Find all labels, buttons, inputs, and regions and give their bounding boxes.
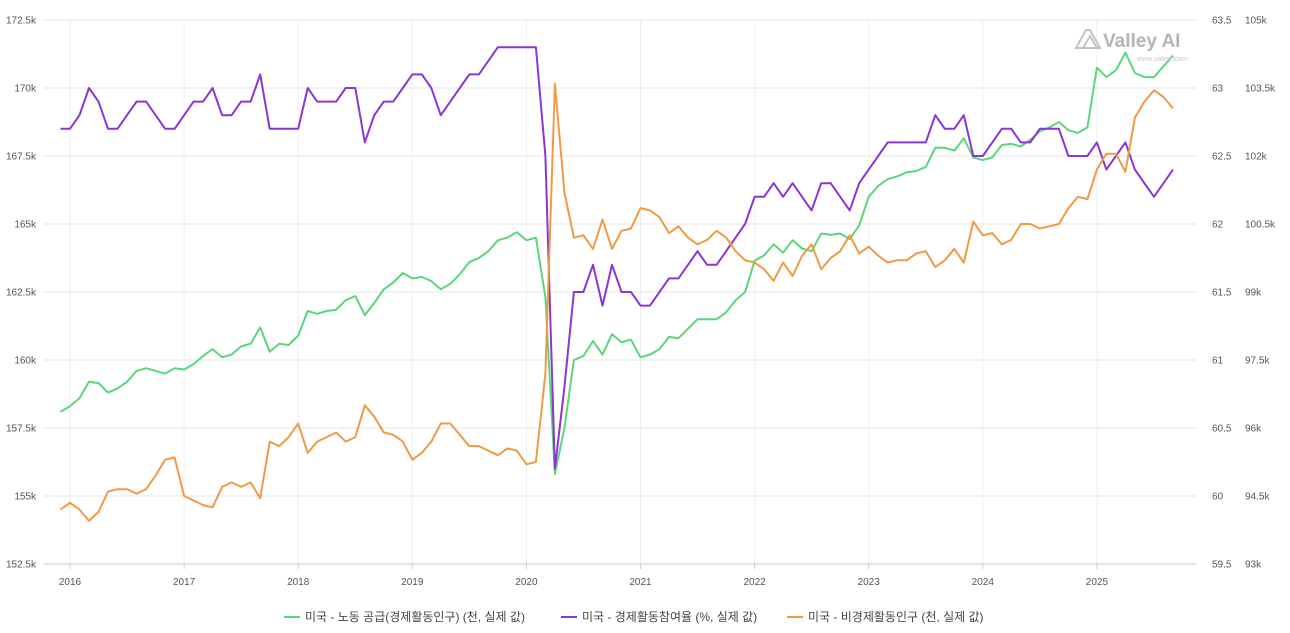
right1-tick-label: 63.5 <box>1212 16 1232 27</box>
x-tick-label: 2017 <box>173 577 196 588</box>
x-tick-label: 2024 <box>972 577 995 588</box>
x-tick-label: 2023 <box>858 577 881 588</box>
right1-tick-label: 59.5 <box>1212 560 1232 571</box>
series-line-1 <box>59 51 1174 476</box>
right1-tick-label: 63 <box>1212 84 1224 95</box>
left-tick-label: 157.5k <box>6 424 37 435</box>
right1-tick-label: 61 <box>1212 356 1224 367</box>
x-tick-label: 2019 <box>401 577 424 588</box>
series-lines <box>59 46 1174 522</box>
brand-url: www.valley.town <box>1136 56 1188 63</box>
left-axis-ticks: 152.5k 155k 157.5k 160k 162.5k 165k 167.5k 170k… <box>6 16 37 571</box>
legend-item-3[interactable]: 미국 - 비경제활동인구 (천, 실제 값) <box>787 609 984 624</box>
right-axis-not-in-labor-force-ticks: 93k 94.5k 96k 97.5k 99k 100.5k 102k 103.5k 105k <box>1245 16 1276 571</box>
valley-ai-logo-icon <box>1074 29 1102 49</box>
right2-tick-label: 93k <box>1245 560 1262 571</box>
legend-item-1[interactable]: 미국 - 노동 공급(경제활동인구) (천, 실제 값) <box>284 609 525 624</box>
legend-item-2[interactable]: 미국 - 경제활동참여율 (%, 실제 값) <box>561 610 757 624</box>
series-line-2 <box>60 46 1174 470</box>
legend-label: 미국 - 경제활동참여율 (%, 실제 값) <box>582 610 757 624</box>
series-line-3 <box>59 82 1174 522</box>
right1-tick-label: 62.5 <box>1212 152 1232 163</box>
x-tick-label: 2016 <box>59 577 82 588</box>
brand-name: Valley AI <box>1103 31 1180 52</box>
right2-tick-label: 102k <box>1245 152 1268 163</box>
legend-label: 미국 - 비경제활동인구 (천, 실제 값) <box>808 609 984 624</box>
x-tick-label: 2025 <box>1086 577 1109 588</box>
chart-grid <box>44 19 1196 569</box>
x-tick-label: 2021 <box>629 577 652 588</box>
left-tick-label: 162.5k <box>6 288 37 299</box>
x-tick-label: 2018 <box>287 577 310 588</box>
left-tick-label: 152.5k <box>6 560 37 571</box>
x-tick-label: 2022 <box>743 577 766 588</box>
right2-tick-label: 103.5k <box>1245 84 1276 95</box>
left-tick-label: 170k <box>14 84 37 95</box>
right-axis-participation-ticks: 59.5 60 60.5 61 61.5 62 62.5 63 63.5 <box>1212 16 1232 571</box>
right2-tick-label: 96k <box>1245 424 1262 435</box>
right2-tick-label: 100.5k <box>1245 220 1276 231</box>
left-tick-label: 167.5k <box>6 152 37 163</box>
x-axis-ticks: 2016 2017 2018 2019 2020 2021 2022 2023 2024 2025 <box>59 577 1109 588</box>
right1-tick-label: 61.5 <box>1212 288 1232 299</box>
left-tick-label: 165k <box>14 220 37 231</box>
right2-tick-label: 97.5k <box>1245 356 1270 367</box>
left-tick-label: 155k <box>14 492 37 503</box>
right2-tick-label: 94.5k <box>1245 492 1270 503</box>
x-tick-label: 2020 <box>515 577 538 588</box>
legend-label: 미국 - 노동 공급(경제활동인구) (천, 실제 값) <box>305 609 525 624</box>
right1-tick-label: 60 <box>1212 492 1224 503</box>
right1-tick-label: 60.5 <box>1212 424 1232 435</box>
right2-tick-label: 99k <box>1245 288 1262 299</box>
left-tick-label: 160k <box>14 356 37 367</box>
brand-logo: Valley AI www.valley.town <box>1074 29 1188 63</box>
right1-tick-label: 62 <box>1212 220 1224 231</box>
left-tick-label: 172.5k <box>6 16 37 27</box>
right2-tick-label: 105k <box>1245 16 1268 27</box>
legend[interactable]: 미국 - 노동 공급(경제활동인구) (천, 실제 값) 미국 - 경제활동참여율… <box>284 609 984 624</box>
